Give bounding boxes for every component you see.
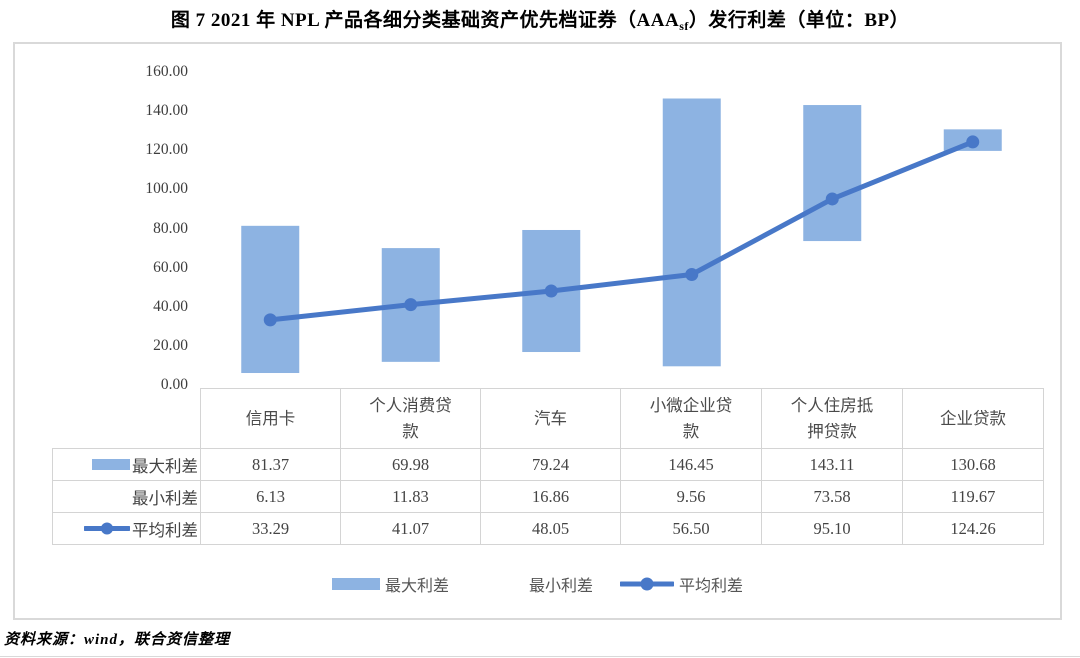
table-value-cell: 146.45 xyxy=(620,448,762,481)
figure-title: 图 7 2021 年 NPL 产品各细分类基础资产优先档证券（AAAsf）发行利… xyxy=(0,5,1080,34)
table-column-header-5: 个人住房抵押贷款 xyxy=(761,388,903,449)
table-column-header-label: 信用卡 xyxy=(245,408,296,428)
table-value-cell: 95.10 xyxy=(761,512,903,545)
average-spread-line xyxy=(267,139,976,323)
table-row-label-text: 最大利差 xyxy=(132,456,198,476)
table-column-header-label: 个人住房抵押贷款 xyxy=(790,395,874,441)
average-marker-1 xyxy=(263,313,277,327)
average-spread-line-swatch-icon xyxy=(620,577,674,591)
table-value-cell: 9.56 xyxy=(620,480,762,513)
legend-item-1: 最大利差 xyxy=(331,572,449,596)
legend-item-label: 平均利差 xyxy=(679,578,744,595)
figure-title-subscript: sf xyxy=(679,19,689,33)
table-value-cell: 81.37 xyxy=(200,448,341,481)
table-row-label: 最大利差 xyxy=(53,449,200,480)
table-value-cell: 16.86 xyxy=(480,480,621,513)
min-spread-empty-swatch xyxy=(476,578,524,590)
table-row-label-cell: 平均利差 xyxy=(52,512,201,545)
table-value-cell: 73.58 xyxy=(761,480,903,513)
max-spread-bar-swatch-icon xyxy=(92,459,130,470)
chart-legend: 最大利差 最小利差 平均利差 xyxy=(15,572,1060,596)
table-column-header-6: 企业贷款 xyxy=(902,388,1044,449)
y-tick-label: 20.00 xyxy=(153,336,188,354)
range-bar-1 xyxy=(241,225,300,374)
table-value-cell: 48.05 xyxy=(480,512,621,545)
source-note: 资料来源：wind，联合资信整理 xyxy=(4,632,231,648)
table-row: 平均利差 33.29 41.07 48.05 56.50 95.10 124.26 xyxy=(52,512,1044,545)
legend-item-3: 平均利差 xyxy=(620,572,743,596)
table-row-label: 平均利差 xyxy=(53,513,200,544)
max-spread-bar-swatch-icon xyxy=(331,578,380,590)
table-value-cell: 69.98 xyxy=(340,448,481,481)
table-column-header-3: 汽车 xyxy=(480,388,621,449)
average-marker-2 xyxy=(404,298,418,312)
range-bar-4 xyxy=(662,98,721,367)
average-spread-line-swatch-icon xyxy=(84,522,130,535)
legend-item-label: 最大利差 xyxy=(384,578,449,595)
table-column-header-2: 个人消费贷款 xyxy=(340,388,481,449)
average-marker-5 xyxy=(825,192,839,206)
table-value-cell: 11.83 xyxy=(340,480,481,513)
table-column-header-label: 小微企业贷款 xyxy=(649,395,733,441)
y-tick-label: 100.00 xyxy=(145,180,188,198)
average-marker-4 xyxy=(685,267,699,281)
y-tick-label: 160.00 xyxy=(145,63,188,80)
table-row: 最大利差 81.37 69.98 79.24 146.45 143.11 130.68 xyxy=(52,448,1044,481)
table-value-cell: 124.26 xyxy=(902,512,1044,545)
data-table: 信用卡 个人消费贷款 汽车 小微企业贷款 个人住房抵押贷款 企业贷款 最大利差 81.37 6… xyxy=(52,388,1044,545)
y-tick-label: 40.00 xyxy=(153,297,188,315)
y-tick-label: 0.00 xyxy=(160,376,188,393)
table-row: 最小利差 6.13 11.83 16.86 9.56 73.58 119.67 xyxy=(52,480,1044,513)
range-bar-5 xyxy=(803,105,862,242)
table-value-cell: 56.50 xyxy=(620,512,762,545)
table-row-label-text: 平均利差 xyxy=(132,520,198,540)
table-row-label: 最小利差 xyxy=(53,481,200,512)
table-value-cell: 41.07 xyxy=(340,512,481,545)
plot-area xyxy=(241,98,1002,374)
table-row-label-cell: 最小利差 xyxy=(52,480,201,513)
table-row-label-cell: 最大利差 xyxy=(52,448,201,481)
table-corner-cell xyxy=(53,389,201,449)
table-column-header-label: 汽车 xyxy=(534,408,567,428)
table-value-cell: 6.13 xyxy=(200,480,341,513)
table-header-row: 信用卡 个人消费贷款 汽车 小微企业贷款 个人住房抵押贷款 企业贷款 xyxy=(53,388,1044,449)
average-marker-6 xyxy=(966,135,980,149)
average-marker-3 xyxy=(544,284,558,298)
y-tick-label: 140.00 xyxy=(145,102,188,120)
page-bottom-divider xyxy=(0,656,1080,657)
y-tick-label: 60.00 xyxy=(153,258,188,276)
table-value-cell: 143.11 xyxy=(761,448,903,481)
table-value-cell: 79.24 xyxy=(480,448,621,481)
y-tick-label: 120.00 xyxy=(145,141,188,159)
table-value-cell: 119.67 xyxy=(902,480,1044,513)
legend-item-label: 最小利差 xyxy=(528,578,593,595)
table-row-label-text: 最小利差 xyxy=(132,488,198,508)
legend-item-2: 最小利差 xyxy=(476,572,593,596)
table-column-header-1: 信用卡 xyxy=(200,388,341,449)
table-value-cell: 130.68 xyxy=(902,448,1044,481)
table-column-header-4: 小微企业贷款 xyxy=(620,388,762,449)
figure-title-prefix: 图 7 2021 年 NPL 产品各细分类基础资产优先档证券（AAA xyxy=(170,10,680,31)
y-tick-label: 80.00 xyxy=(153,219,188,237)
figure-title-suffix: ）发行利差（单位：BP） xyxy=(688,10,910,31)
chart-container: 0.00 20.00 40.00 60.00 80.00 100.00 120.00 140.… xyxy=(13,42,1062,620)
table-value-cell: 33.29 xyxy=(200,512,341,545)
table-column-header-label: 企业贷款 xyxy=(940,408,1006,428)
table-column-header-label: 个人消费贷款 xyxy=(369,395,452,441)
